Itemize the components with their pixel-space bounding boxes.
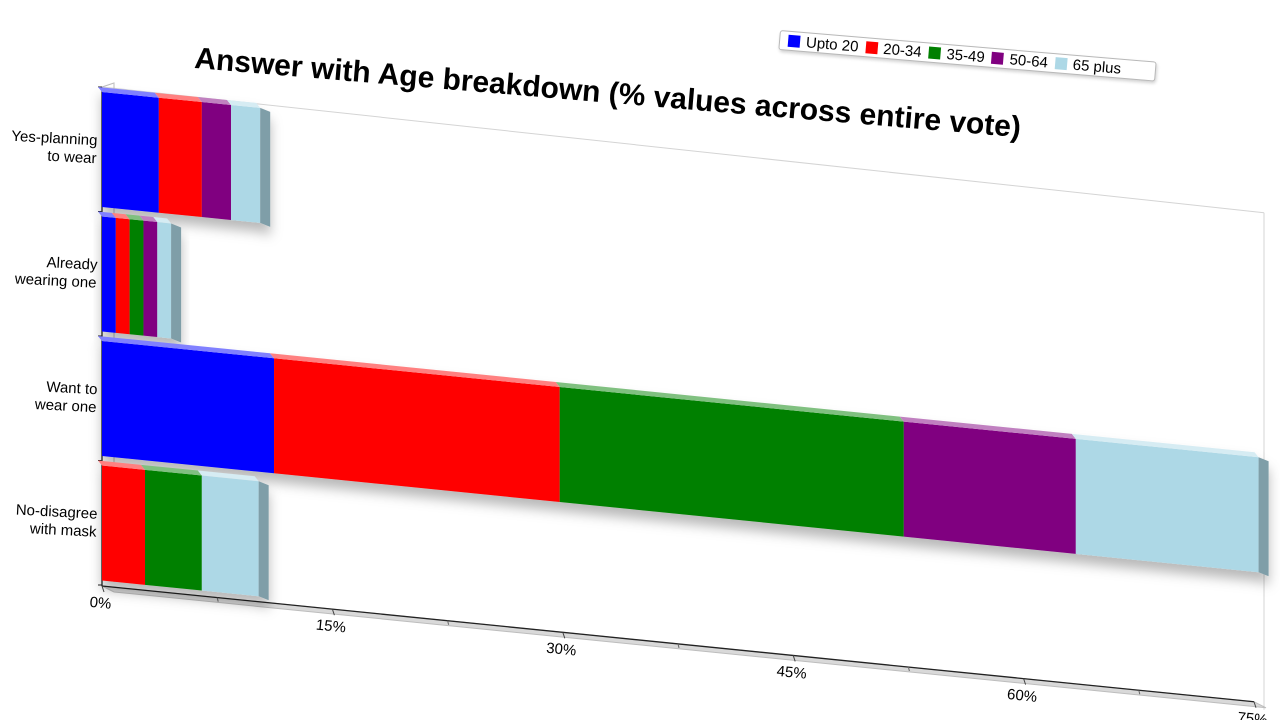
bar-upto-20-already-wearing-one [102, 216, 116, 333]
category-label: to wear [47, 148, 97, 168]
category-label: wearing one [13, 270, 97, 291]
bar-top-50-64 [197, 97, 232, 105]
x-axis-floor [101, 585, 1267, 709]
bar-top-20-34 [270, 353, 560, 388]
category-label: with mask [28, 520, 97, 541]
category-label: No-disagree [15, 501, 97, 522]
bar-65-plus-yes-planning-to-wear [231, 104, 261, 223]
x-axis-minor-tick [907, 666, 910, 672]
bar-50-64-already-wearing-one [143, 220, 158, 338]
bar-20-34-no-disagree-with-mask [102, 465, 146, 585]
bar-end-cap [258, 481, 269, 601]
x-tick-label: 60% [1006, 686, 1038, 706]
bar-upto-20-yes-planning-to-wear [102, 92, 159, 213]
bar-20-34-want-to-wear-one [274, 358, 560, 503]
x-axis-minor-tick [677, 643, 680, 649]
bar-top-65-plus [153, 217, 172, 224]
x-tick-label: 45% [776, 663, 808, 683]
category-label: wear one [33, 396, 97, 416]
x-axis-minor-tick [447, 620, 450, 625]
x-tick-label: 15% [315, 617, 347, 637]
back-wall-top-edge [101, 86, 1265, 214]
bar-top-35-49 [555, 382, 904, 422]
bar-50-64-yes-planning-to-wear [201, 102, 232, 220]
bar-top-35-49 [141, 464, 202, 476]
bar-35-49-already-wearing-one [129, 219, 144, 336]
bar-top-50-64 [139, 215, 158, 223]
bar-top-upto-20 [98, 336, 275, 359]
category-label: Already [46, 254, 98, 274]
x-axis-minor-tick [216, 597, 219, 602]
bar-top-20-34 [98, 460, 146, 470]
bar-20-34-yes-planning-to-wear [158, 97, 202, 218]
bar-20-34-already-wearing-one [115, 217, 130, 335]
x-tick-label: 30% [545, 640, 577, 660]
bar-top-upto-20 [98, 211, 116, 218]
x-axis-tick [331, 608, 335, 616]
bar-top-65-plus [197, 470, 259, 482]
bar-top-65-plus [227, 99, 261, 108]
x-tick-label: 75% [1237, 709, 1269, 720]
bar-end-cap [260, 107, 271, 227]
bar-top-20-34 [111, 212, 130, 220]
bar-group-want-to-wear-one [98, 336, 1269, 577]
x-tick-label: 0% [89, 594, 112, 613]
x-axis-tick [792, 655, 796, 662]
bar-65-plus-no-disagree-with-mask [201, 475, 259, 597]
bar-group-yes-planning-to-wear [98, 87, 271, 227]
bar-50-64-want-to-wear-one [903, 421, 1076, 554]
bar-group-already-wearing-one [98, 211, 182, 343]
x-axis-tick [1023, 678, 1027, 685]
x-axis-minor-tick [1138, 690, 1141, 695]
x-axis-tick [1253, 701, 1257, 708]
bar-top-20-34 [154, 92, 202, 103]
bar-group-no-disagree-with-mask [98, 460, 269, 601]
category-label: Yes-planning [11, 128, 98, 149]
bar-top-65-plus [1071, 433, 1259, 458]
bar-35-49-want-to-wear-one [559, 387, 904, 537]
bar-top-50-64 [899, 416, 1076, 439]
x-axis-tick [101, 585, 105, 593]
bar-top-35-49 [125, 214, 144, 221]
bar-upto-20-want-to-wear-one [102, 341, 275, 474]
bar-top-upto-20 [98, 87, 159, 98]
x-axis-tick [562, 632, 566, 639]
bar-65-plus-already-wearing-one [157, 222, 172, 339]
bar-35-49-no-disagree-with-mask [145, 469, 202, 591]
category-label: Want to [46, 379, 98, 399]
bar-end-cap [171, 223, 182, 343]
bar-end-cap [1258, 457, 1269, 577]
bar-65-plus-want-to-wear-one [1075, 438, 1259, 573]
